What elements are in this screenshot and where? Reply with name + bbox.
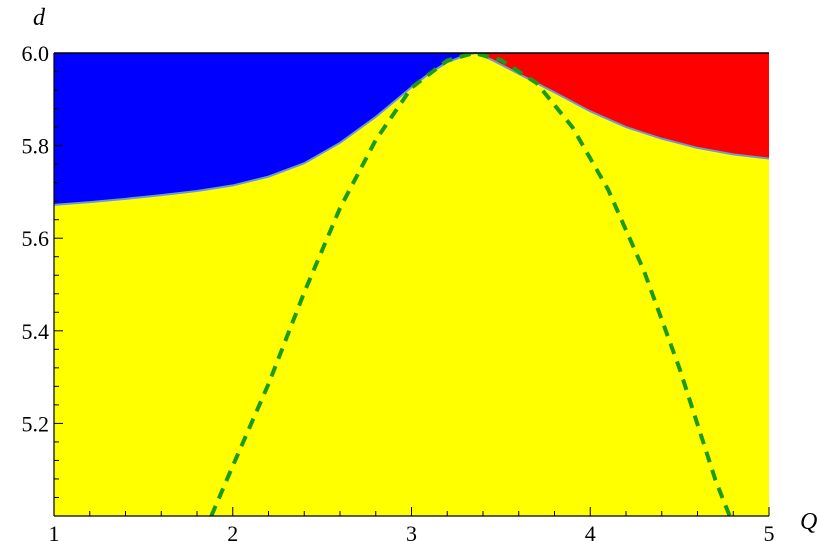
x-tick-label: 3	[406, 521, 417, 541]
y-tick-label: 6.0	[22, 41, 50, 66]
y-tick-label: 5.6	[22, 226, 50, 251]
region-right-red	[475, 53, 769, 159]
boundary-curve	[53, 51, 770, 206]
y-tick-label: 5.4	[22, 319, 50, 344]
y-tick-label: 5.8	[22, 134, 50, 159]
curves-layer	[53, 51, 770, 516]
dashed-green-curve	[209, 53, 732, 516]
y-tick-label: 5.2	[22, 411, 50, 436]
x-tick-label: 4	[585, 521, 596, 541]
x-axis-label: Q	[800, 509, 817, 535]
x-tick-label: 5	[764, 521, 775, 541]
region-left-blue	[54, 53, 476, 205]
x-tick-label: 2	[227, 521, 238, 541]
x-tick-label: 1	[49, 521, 60, 541]
y-axis-label: d	[33, 5, 46, 31]
axes-layer: 1 2 3 4 5 5.2 5.4 5.6 5.8 6.0	[22, 41, 775, 541]
regions-layer	[54, 53, 769, 516]
